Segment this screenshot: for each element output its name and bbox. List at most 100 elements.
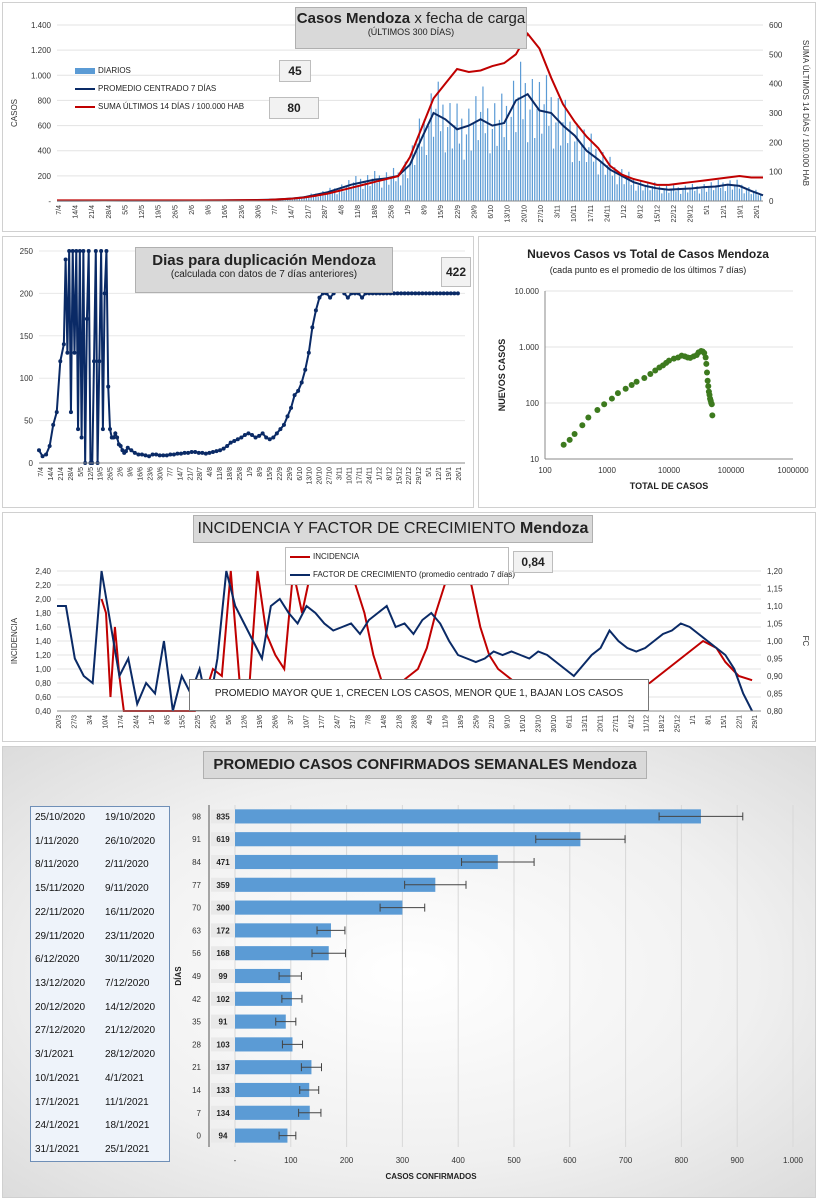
daily-bar [322,191,324,201]
x-tick-label: 28/7 [322,205,329,219]
daily-bar [421,146,423,201]
x-tick-label: 30/6 [157,467,164,481]
daily-bar [724,191,726,201]
week-end-date: 3/1/2021 [35,1049,74,1061]
daily-bar [665,185,668,201]
doubling-point [150,452,155,457]
y-axis-label: DÍAS [174,966,183,986]
doubling-point [65,350,70,355]
legend-label-avg7: PROMEDIO CENTRADO 7 DÍAS [98,84,217,93]
x-tick-label: 28/4 [68,467,75,481]
daily-bar [409,164,411,201]
daily-bar [317,196,319,201]
x-tick-label: 22/1 [737,715,744,729]
x-tick-label: 15/9 [438,205,445,219]
daily-bar [637,185,639,201]
daily-bar [383,180,385,201]
x-tick-label: 3/7 [288,715,295,725]
x-tick-label: 22/9 [455,205,462,219]
y-tick-label: 1,20 [35,651,51,660]
doubling-point [86,249,91,253]
doubling-point [132,450,137,455]
daily-bar [423,119,425,201]
doubling-point [289,405,294,410]
daily-bar [698,193,701,201]
doubling-point [395,291,400,296]
weekly-days-label: 0 [197,1132,202,1141]
daily-bar [595,148,597,201]
x-tick-label: 6/10 [297,467,304,481]
daily-bar [694,190,696,201]
week-start-date: 25/1/2021 [105,1144,150,1156]
x-tick-label: 14/4 [48,467,55,481]
x-tick-label: 31/7 [350,715,357,729]
incidence-title: INCIDENCIA Y FACTOR DE CRECIMIENTO [197,520,516,537]
y-tick-label: 0,60 [35,693,51,702]
daily-bar [757,195,759,201]
x-tick-label: 25/8 [388,205,395,219]
daily-bar [404,161,406,201]
y-tick-label: 1,60 [35,623,51,632]
y-tick-label: 100 [20,374,34,383]
daily-bar [731,189,734,201]
x-tick-label: 27/10 [538,205,545,223]
doubling-point [76,427,81,432]
x-tick-label: 21/4 [89,205,96,219]
weekly-value-label: 99 [219,972,228,981]
x-tick-label: 15/5 [180,715,187,729]
doubling-point [81,249,86,253]
y-axis-label: CASOS [10,99,19,127]
daily-cases-title-box: Casos Mendoza x fecha de carga (ÚLTIMOS … [295,7,527,49]
x-tick-label: 21/7 [187,467,194,481]
daily-bar [388,184,390,201]
x-tick-label: 5/6 [226,715,233,725]
doubling-point [61,342,66,347]
scatter-point [704,377,711,384]
weekly-value-bg [211,900,235,915]
daily-bar [635,190,637,201]
daily-bar [614,167,616,201]
x-tick-label: 1000000 [777,466,809,475]
week-end-date: 8/11/2020 [35,859,79,871]
doubling-point [111,435,116,440]
daily-bar [715,185,717,201]
daily-bar [607,165,609,201]
y-tick-label: 2,40 [35,567,51,576]
daily-bar [748,187,750,201]
daily-bar [616,184,618,201]
y-tick-label: 1.400 [31,21,52,30]
x-tick-label: 18/9 [458,715,465,729]
daily-bar [444,152,446,201]
doubling-value-box: 422 [441,257,471,287]
scatter-point [708,401,715,408]
weekly-value-bg [211,1083,235,1097]
daily-bar [618,176,621,201]
x-tick-label: 29/9 [287,467,294,481]
daily-bar [576,123,578,201]
weekly-bar [235,946,329,961]
daily-bar [430,93,432,201]
doubling-point [139,452,144,457]
doubling-point [157,453,162,458]
daily-bar [324,195,326,201]
x-tick-label: 13/11 [582,715,589,732]
x-tick-label: 13/10 [307,467,314,485]
scatter-point [608,395,615,402]
x-tick-label: 10/11 [347,467,354,484]
doubling-point [313,308,318,313]
y-tick-label: 50 [24,417,33,426]
daily-bar [600,162,602,201]
scatter-panel: 10 100 1.000 10.000 100 1000 10000 100000 100000… [478,236,816,508]
doubling-point [416,291,421,296]
y2-tick-label: 1,10 [767,602,783,611]
x-tick-label: 19/1 [737,205,744,219]
week-end-date: 29/11/2020 [35,930,85,942]
daily-bar [331,192,333,201]
daily-cases-chart: - 200 400 600 800 1.000 1.200 1.400 0 100 200 300 40… [10,21,810,223]
x-tick-label: 5/1 [704,205,711,215]
doubling-point [232,438,237,443]
x-tick-label: 21/7 [305,205,312,219]
daily-bar [458,143,461,201]
weekly-value-label: 168 [216,949,230,958]
